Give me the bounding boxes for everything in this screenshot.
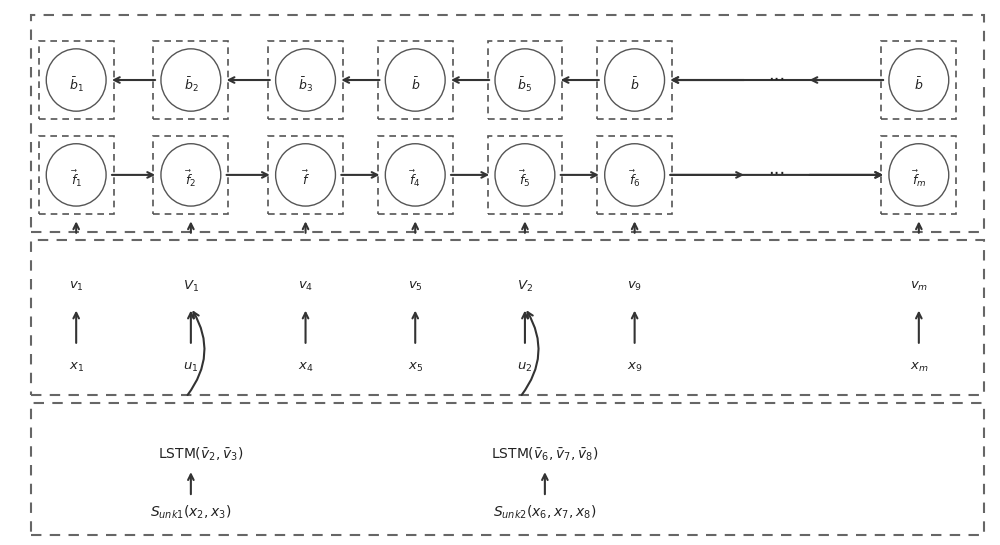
Ellipse shape [161, 49, 221, 111]
Text: $\vec{f}_6$: $\vec{f}_6$ [629, 169, 640, 190]
Ellipse shape [889, 144, 949, 206]
Text: $\mathrm{LSTM}(\bar{v}_6,\bar{v}_7,\bar{v}_8)$: $\mathrm{LSTM}(\bar{v}_6,\bar{v}_7,\bar{… [491, 445, 599, 463]
Text: $\bar{b}_5$: $\bar{b}_5$ [517, 75, 532, 94]
Text: $\bar{b}$: $\bar{b}$ [411, 76, 420, 93]
Ellipse shape [46, 49, 106, 111]
FancyBboxPatch shape [39, 136, 114, 214]
FancyBboxPatch shape [378, 136, 453, 214]
Ellipse shape [605, 49, 665, 111]
FancyBboxPatch shape [488, 41, 562, 119]
Text: $u_1$: $u_1$ [183, 361, 199, 374]
Ellipse shape [385, 49, 445, 111]
Text: $V_1$: $V_1$ [183, 278, 199, 294]
Ellipse shape [385, 144, 445, 206]
Text: $\vec{f}_m$: $\vec{f}_m$ [912, 169, 926, 190]
Text: $\vec{f}_1$: $\vec{f}_1$ [71, 169, 82, 190]
Text: ...: ... [768, 160, 785, 178]
FancyArrowPatch shape [188, 312, 204, 395]
Ellipse shape [276, 49, 335, 111]
Text: $\bar{b}_1$: $\bar{b}_1$ [69, 75, 84, 94]
Text: $\bar{b}$: $\bar{b}$ [630, 76, 639, 93]
FancyBboxPatch shape [488, 136, 562, 214]
FancyBboxPatch shape [881, 41, 956, 119]
Text: $x_5$: $x_5$ [408, 361, 423, 374]
Text: $\vec{f}_5$: $\vec{f}_5$ [519, 169, 531, 190]
Text: $v_5$: $v_5$ [408, 280, 423, 293]
Ellipse shape [495, 49, 555, 111]
Ellipse shape [276, 144, 335, 206]
Text: $S_{unk1}(x_2,x_3)$: $S_{unk1}(x_2,x_3)$ [150, 504, 232, 521]
Text: $u_2$: $u_2$ [517, 361, 533, 374]
Text: $V_2$: $V_2$ [517, 278, 533, 294]
Text: $\bar{b}_3$: $\bar{b}_3$ [298, 75, 313, 94]
FancyBboxPatch shape [881, 136, 956, 214]
Text: $\vec{f}_4$: $\vec{f}_4$ [409, 169, 421, 190]
Text: $v_1$: $v_1$ [69, 280, 84, 293]
Text: $\mathrm{LSTM}(\bar{v}_2,\bar{v}_3)$: $\mathrm{LSTM}(\bar{v}_2,\bar{v}_3)$ [158, 445, 244, 463]
Text: $x_4$: $x_4$ [298, 361, 313, 374]
Ellipse shape [161, 144, 221, 206]
FancyBboxPatch shape [597, 136, 672, 214]
FancyBboxPatch shape [268, 41, 343, 119]
Ellipse shape [495, 144, 555, 206]
FancyBboxPatch shape [153, 136, 228, 214]
Text: ...: ... [768, 65, 785, 83]
Text: $\bar{b}_2$: $\bar{b}_2$ [184, 75, 198, 94]
FancyBboxPatch shape [268, 136, 343, 214]
FancyBboxPatch shape [378, 41, 453, 119]
Text: $v_4$: $v_4$ [298, 280, 313, 293]
Text: $v_m$: $v_m$ [910, 280, 928, 293]
Ellipse shape [46, 144, 106, 206]
Text: $x_9$: $x_9$ [627, 361, 642, 374]
Text: $x_m$: $x_m$ [910, 361, 928, 374]
Text: $\vec{f}_2$: $\vec{f}_2$ [185, 169, 196, 190]
FancyBboxPatch shape [39, 41, 114, 119]
Text: $x_1$: $x_1$ [69, 361, 84, 374]
FancyBboxPatch shape [597, 41, 672, 119]
Text: $\vec{f}$: $\vec{f}$ [302, 170, 310, 189]
FancyBboxPatch shape [153, 41, 228, 119]
Text: $v_9$: $v_9$ [627, 280, 642, 293]
FancyArrowPatch shape [522, 312, 539, 395]
Text: $S_{unk2}(x_6,x_7,x_8)$: $S_{unk2}(x_6,x_7,x_8)$ [493, 504, 597, 521]
Ellipse shape [605, 144, 665, 206]
Text: $\bar{b}$: $\bar{b}$ [914, 76, 924, 93]
Ellipse shape [889, 49, 949, 111]
